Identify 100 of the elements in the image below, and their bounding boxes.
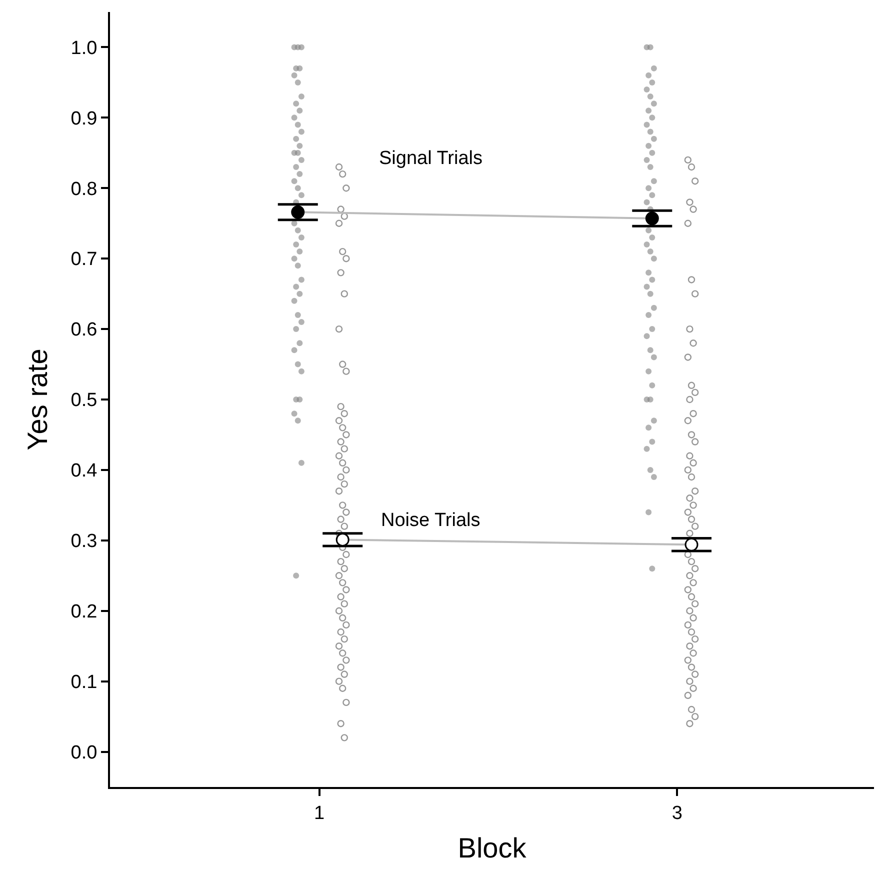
- y-tick-label: 0.1: [70, 672, 98, 693]
- point: [294, 79, 301, 86]
- point: [650, 100, 657, 107]
- point: [649, 79, 656, 86]
- point: [649, 566, 656, 572]
- point: [646, 72, 652, 78]
- point: [646, 142, 652, 149]
- point: [291, 205, 305, 219]
- point: [647, 44, 654, 50]
- point: [293, 326, 300, 332]
- point: [291, 178, 298, 184]
- point: [296, 65, 303, 72]
- x-tick-label: 1: [314, 802, 325, 824]
- point: [647, 164, 654, 170]
- point: [298, 192, 304, 198]
- point: [644, 242, 650, 248]
- point: [644, 86, 650, 92]
- annotation: Signal Trials: [379, 148, 482, 169]
- point: [644, 333, 650, 340]
- y-axis-title: Yes rate: [22, 348, 53, 450]
- point: [644, 446, 650, 452]
- point: [646, 108, 652, 114]
- point: [644, 122, 650, 128]
- y-tick-label: 0.4: [70, 460, 98, 482]
- point: [650, 256, 657, 262]
- point: [649, 326, 656, 332]
- point: [644, 199, 650, 206]
- y-tick-label: 0.0: [70, 742, 98, 764]
- point: [293, 100, 300, 107]
- point: [646, 368, 652, 374]
- point: [294, 150, 301, 156]
- point: [650, 178, 657, 184]
- point: [649, 382, 656, 388]
- point: [291, 347, 298, 354]
- point: [336, 532, 350, 546]
- point: [644, 156, 650, 163]
- point: [298, 44, 304, 50]
- point: [296, 340, 303, 346]
- point: [298, 368, 304, 374]
- point: [649, 234, 656, 240]
- point: [291, 114, 298, 121]
- point: [298, 128, 304, 135]
- point: [647, 128, 654, 135]
- point: [294, 227, 301, 234]
- point: [645, 212, 659, 226]
- point: [644, 284, 650, 290]
- point: [647, 248, 654, 255]
- point: [298, 276, 304, 283]
- point: [296, 142, 303, 149]
- point: [649, 438, 656, 445]
- point: [291, 410, 298, 417]
- point: [298, 319, 304, 325]
- point: [294, 185, 301, 192]
- point: [294, 418, 301, 424]
- point: [650, 136, 657, 142]
- point: [649, 114, 656, 121]
- y-tick-label: 0.2: [70, 602, 98, 623]
- y-tick-label: 0.7: [70, 249, 98, 270]
- point: [296, 248, 303, 255]
- point: [294, 312, 301, 318]
- y-tick-label: 1.0: [70, 38, 98, 59]
- point: [293, 572, 300, 579]
- x-axis-title: Block: [458, 832, 528, 864]
- point: [291, 256, 298, 262]
- point: [298, 460, 304, 466]
- point: [684, 538, 698, 552]
- point: [298, 94, 304, 100]
- point: [647, 396, 654, 402]
- point: [649, 150, 656, 156]
- point: [293, 242, 300, 248]
- point: [294, 361, 301, 368]
- point: [293, 284, 300, 290]
- point: [646, 270, 652, 276]
- point: [649, 276, 656, 283]
- point: [647, 94, 654, 100]
- point: [647, 290, 654, 297]
- y-tick-label: 0.3: [70, 531, 98, 552]
- point: [296, 290, 303, 297]
- point: [650, 474, 657, 480]
- point: [294, 122, 301, 128]
- x-tick-label: 3: [672, 802, 682, 824]
- point: [293, 136, 300, 142]
- y-tick-label: 0.8: [70, 178, 98, 200]
- point: [649, 192, 656, 198]
- point: [298, 156, 304, 163]
- point: [296, 171, 303, 178]
- point: [296, 396, 303, 402]
- point: [291, 72, 298, 78]
- y-tick-label: 0.9: [70, 108, 98, 130]
- annotation: Noise Trials: [381, 510, 480, 531]
- point: [646, 509, 652, 516]
- point: [650, 354, 657, 360]
- point: [647, 347, 654, 354]
- point: [293, 164, 300, 170]
- point: [650, 418, 657, 424]
- y-tick-label: 0.6: [70, 320, 98, 341]
- point: [647, 466, 654, 473]
- point: [650, 304, 657, 311]
- point: [298, 234, 304, 240]
- point: [291, 298, 298, 304]
